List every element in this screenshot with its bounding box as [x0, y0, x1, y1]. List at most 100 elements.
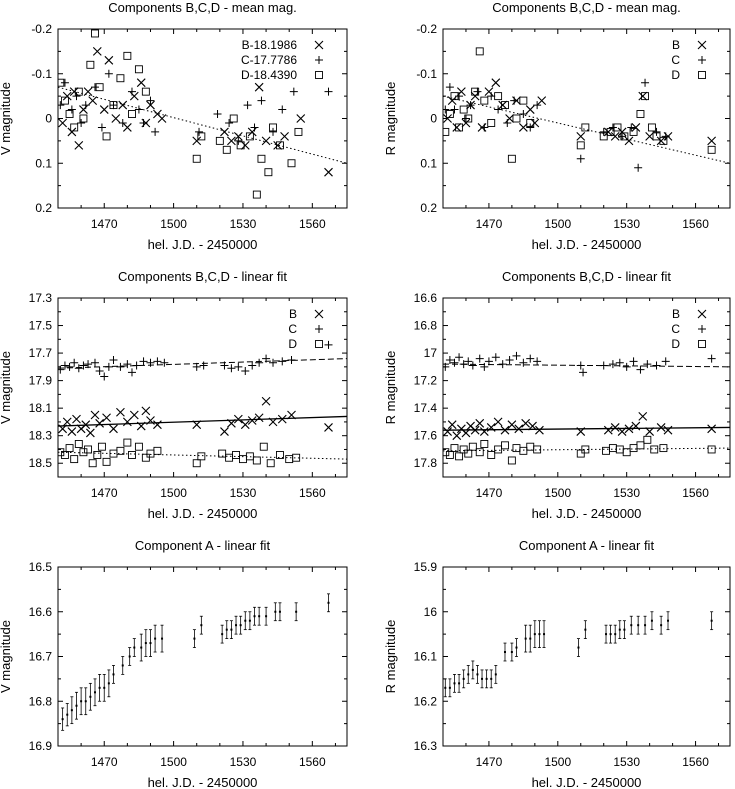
data-point — [118, 100, 128, 110]
legend-marker — [315, 325, 323, 333]
data-point — [486, 423, 496, 432]
data-point — [461, 114, 470, 123]
data-point — [74, 87, 83, 96]
data-point — [266, 459, 275, 468]
data-point — [296, 114, 306, 123]
data-point — [127, 368, 136, 377]
chart-title: Components B,C,D - mean mag. — [492, 0, 681, 15]
data-point — [151, 127, 160, 136]
data-point — [526, 442, 535, 451]
legend-label: D — [288, 337, 297, 351]
y-axis-label: R magnitude — [383, 82, 398, 156]
fit-line-c — [443, 363, 730, 368]
data-point — [195, 127, 204, 136]
data-point — [230, 628, 233, 631]
data-point — [116, 362, 125, 371]
data-point — [447, 96, 457, 105]
data-point — [606, 127, 615, 136]
legend-marker — [315, 56, 323, 64]
data-point — [66, 713, 69, 716]
y-tick-label: 15.9 — [414, 560, 438, 574]
data-point — [707, 145, 716, 154]
data-point — [128, 451, 136, 459]
data-point — [443, 127, 450, 136]
data-point — [615, 358, 624, 367]
data-point — [109, 101, 118, 110]
data-point — [127, 87, 136, 96]
data-point — [146, 416, 155, 425]
data-point — [519, 446, 528, 455]
data-point — [79, 448, 88, 457]
data-point — [455, 92, 464, 101]
data-point — [650, 445, 659, 454]
data-point — [468, 361, 477, 370]
data-point — [490, 677, 493, 680]
data-point — [526, 123, 535, 132]
data-point — [77, 118, 86, 127]
data-point — [629, 444, 638, 453]
x-tick-label: 1530 — [230, 755, 257, 769]
data-point — [95, 366, 104, 375]
data-point — [84, 445, 93, 454]
fit-line-d — [443, 447, 730, 452]
data-point — [141, 453, 150, 462]
data-point — [448, 686, 451, 689]
data-point — [227, 136, 236, 146]
data-point — [644, 624, 647, 627]
data-point — [525, 105, 535, 114]
data-point — [157, 114, 167, 123]
series-d — [443, 47, 716, 163]
data-point — [487, 451, 496, 459]
data-point — [197, 132, 206, 141]
data-point — [72, 414, 81, 424]
data-point — [494, 445, 503, 454]
data-point — [136, 78, 146, 88]
legend-marker — [698, 325, 706, 333]
data-point — [141, 87, 150, 96]
data-point — [139, 118, 148, 127]
data-point — [140, 646, 143, 649]
data-point — [459, 105, 468, 114]
data-point — [116, 407, 125, 417]
data-point — [254, 82, 264, 92]
y-tick-label: 17.3 — [29, 291, 53, 305]
legend-label: D — [671, 337, 680, 351]
data-point — [67, 127, 77, 137]
y-tick-label: 0.2 — [35, 201, 52, 215]
fit-line-b — [443, 426, 730, 431]
data-point — [247, 416, 257, 425]
data-point — [257, 96, 266, 105]
data-point — [487, 92, 496, 101]
data-point — [132, 361, 141, 370]
data-point — [136, 421, 146, 431]
data-point — [510, 651, 513, 654]
data-point — [122, 123, 132, 132]
data-point — [102, 457, 111, 466]
plot-area — [61, 593, 331, 731]
data-point — [139, 357, 148, 366]
data-point — [521, 418, 531, 428]
panel-5: Component A - linear fit 1470 1500 1530 1560… — [0, 538, 348, 789]
legend-label: C — [288, 322, 297, 336]
data-point — [510, 96, 519, 105]
legend: BCD — [671, 307, 707, 351]
x-tick-label: 1560 — [299, 755, 326, 769]
legend-label: B — [672, 307, 680, 321]
data-point — [252, 456, 261, 465]
data-point — [453, 682, 456, 685]
data-point — [505, 355, 514, 364]
data-point — [116, 446, 125, 455]
x-tick-label: 1560 — [682, 217, 709, 231]
data-point — [60, 78, 69, 87]
data-point — [461, 428, 471, 438]
legend-marker — [698, 56, 706, 64]
series-c — [443, 351, 716, 377]
data-point — [464, 114, 473, 123]
data-point — [526, 354, 535, 363]
x-tick-label: 1500 — [544, 486, 571, 500]
legend-marker — [697, 309, 707, 319]
data-point — [161, 637, 164, 640]
data-point — [608, 444, 617, 453]
data-point — [98, 686, 101, 689]
data-point — [122, 417, 132, 427]
